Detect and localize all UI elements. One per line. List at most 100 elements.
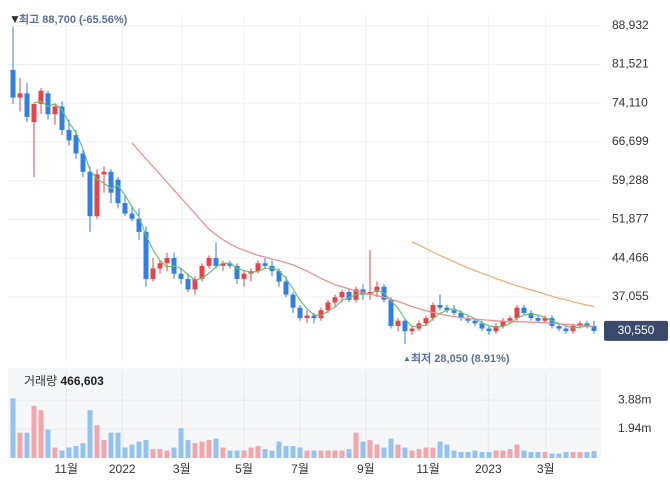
candle-body: [591, 325, 597, 331]
grid: [8, 15, 601, 458]
volume-bar: [521, 450, 527, 458]
candle-body: [514, 307, 520, 319]
volume-bar: [451, 450, 457, 458]
candle-body: [346, 291, 352, 300]
volume-bar: [444, 444, 450, 458]
volume-bar: [80, 443, 86, 458]
volume-bar: [430, 447, 436, 458]
volume-panel: [8, 368, 601, 458]
volume-bar: [325, 450, 331, 458]
candle-body: [444, 307, 450, 311]
low-annotation: 최저 28,050 (8.91%): [411, 351, 510, 365]
candle-body: [535, 318, 541, 321]
volume-bar: [24, 432, 30, 458]
x-tick-label: 2023: [475, 462, 502, 476]
marks: [10, 27, 597, 458]
volume-bar: [136, 441, 142, 458]
volume-bar: [374, 444, 380, 458]
volume-bar: [87, 410, 93, 458]
y-tick-label: 51,877: [612, 212, 649, 226]
candle-body: [213, 258, 219, 266]
candle-body: [290, 294, 296, 308]
volume-readout: 466,603: [60, 374, 104, 388]
candle-body: [297, 307, 303, 319]
volume-bar: [129, 444, 135, 458]
candle-body: [45, 93, 51, 115]
candle-body: [220, 263, 226, 266]
volume-bar: [332, 450, 338, 458]
candle-body: [101, 171, 107, 175]
candle-body: [479, 323, 485, 329]
volume-bar: [535, 452, 541, 458]
candle-body: [136, 218, 142, 232]
volume-bar: [66, 447, 72, 458]
high-icon: ▼: [9, 12, 21, 26]
candle-body: [129, 213, 135, 219]
candle-body: [577, 323, 583, 326]
moving-average-line: [131, 142, 595, 328]
volume-bar: [395, 444, 401, 458]
candle-body: [150, 268, 156, 279]
candle-body: [423, 318, 429, 324]
candle-body: [80, 153, 86, 172]
candle-body: [10, 69, 16, 98]
candle-body: [255, 263, 261, 272]
candle-body: [115, 179, 121, 204]
volume-bar: [472, 450, 478, 458]
candle-body: [283, 281, 289, 295]
candle-body: [24, 93, 30, 117]
candle-body: [276, 271, 282, 282]
candle-body: [122, 203, 128, 214]
volume-bar: [192, 443, 198, 458]
volume-bar: [339, 450, 345, 458]
volume-bar: [94, 425, 100, 458]
candle-body: [332, 297, 338, 303]
volume-bar: [479, 452, 485, 458]
volume-bar: [318, 450, 324, 458]
candle-body: [31, 103, 37, 123]
volume-label: 거래량 466,603: [24, 374, 104, 388]
x-tick-label: 11월: [416, 462, 440, 476]
volume-bar: [276, 441, 282, 458]
volume-bar: [220, 447, 226, 458]
candle-body: [374, 286, 380, 292]
volume-bar: [500, 450, 506, 458]
volume-bar: [549, 453, 555, 458]
volume-bar: [556, 453, 562, 458]
volume-bar: [17, 432, 23, 458]
candle-body: [262, 263, 268, 266]
candle-body: [234, 265, 240, 279]
volume-bar: [381, 447, 387, 458]
volume-bar: [73, 446, 79, 458]
moving-average-line: [411, 241, 595, 308]
volume-bar: [157, 449, 163, 458]
candle-body: [206, 258, 212, 266]
candle-body: [192, 278, 198, 290]
candle-body: [157, 263, 163, 269]
volume-bar: [171, 447, 177, 458]
volume-bar: [542, 452, 548, 458]
candle-body: [584, 323, 590, 326]
candle-body: [563, 328, 569, 332]
volume-bar: [290, 446, 296, 458]
volume-bar: [283, 446, 289, 458]
volume-bar: [150, 449, 156, 458]
candle-body: [500, 320, 506, 326]
candle-body: [241, 273, 247, 279]
volume-bar: [122, 447, 128, 458]
candle-body: [395, 320, 401, 326]
volume-bar: [59, 450, 65, 458]
candle-body: [66, 129, 72, 141]
candle-body: [227, 263, 233, 266]
price-badge: [604, 320, 668, 341]
volume-bar: [584, 452, 590, 458]
candle-body: [339, 291, 345, 298]
candle-body: [164, 258, 170, 264]
volume-bar: [570, 452, 576, 458]
x-tick-label: 3월: [173, 462, 191, 476]
x-tick-label: 9월: [357, 462, 375, 476]
candle-body: [458, 312, 464, 319]
volume-bar: [234, 450, 240, 458]
volume-bar: [52, 447, 58, 458]
